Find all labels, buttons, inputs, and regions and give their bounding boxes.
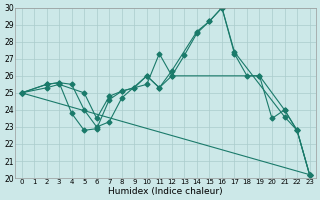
X-axis label: Humidex (Indice chaleur): Humidex (Indice chaleur) [108,187,223,196]
